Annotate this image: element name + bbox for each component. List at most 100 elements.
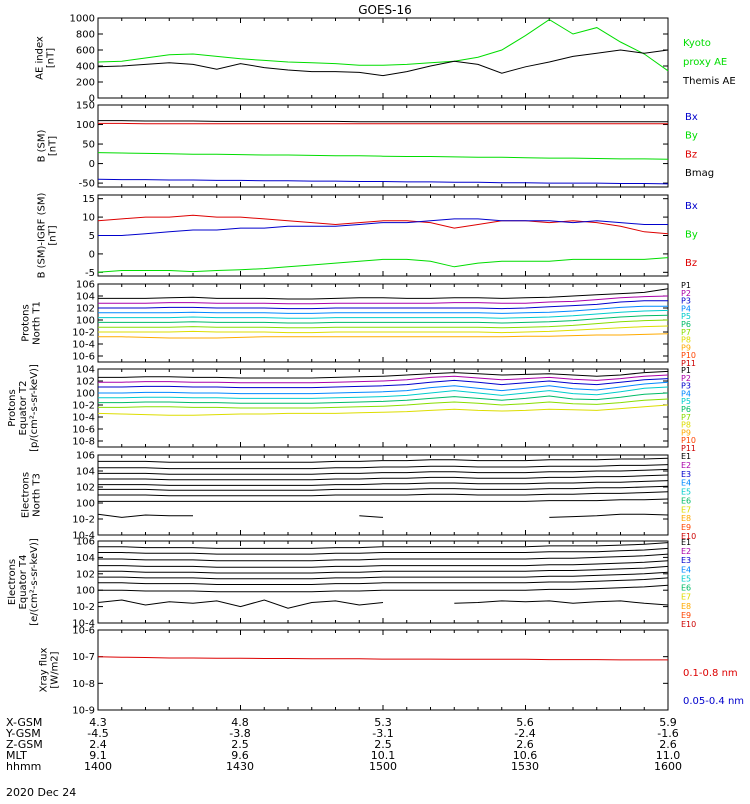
- legend-label-ae: Kyoto: [683, 38, 711, 49]
- series-line-electrons_t3-e10: [98, 514, 193, 517]
- y-tick-label-xray: 10-7: [72, 652, 95, 663]
- legend-label-electrons_t4: E4: [681, 565, 691, 574]
- y-tick-label-protons_t1: 102: [76, 304, 95, 315]
- series-line-bsm_igrf-bx: [98, 219, 668, 236]
- series-line-electrons_t4-e7: [98, 578, 668, 585]
- y-axis-label-protons_t2: Protons: [7, 389, 18, 426]
- series-line-electrons_t4-e10: [98, 600, 383, 608]
- legend-label-xray: 0.1-0.8 nm: [683, 668, 738, 679]
- y-axis-label-bsm_igrf: B (SM)-IGRF (SM): [37, 193, 48, 279]
- y-tick-label-bsm: 100: [76, 120, 95, 131]
- y-axis-label-electrons_t4: Electrons: [7, 559, 18, 605]
- bottom-row-label: hhmm: [6, 760, 41, 773]
- y-tick-label-xray: 10-8: [72, 679, 95, 690]
- bottom-axis-value: 1430: [226, 760, 254, 773]
- series-line-electrons_t3-e6: [98, 486, 668, 490]
- series-line-electrons_t4-e4: [98, 561, 668, 568]
- y-tick-label-electrons_t4: 106: [76, 537, 95, 548]
- series-line-protons_t1-p9: [98, 334, 668, 338]
- panel-frame-xray: [98, 630, 668, 710]
- y-tick-label-bsm_igrf: -5: [85, 268, 95, 279]
- y-tick-label-ae: 800: [76, 30, 95, 41]
- y-tick-label-protons_t2: 10-6: [72, 425, 95, 436]
- y-tick-label-electrons_t3: 106: [76, 451, 95, 462]
- series-line-electrons_t3-e10: [549, 514, 668, 517]
- legend-label-bsm_igrf: Bx: [685, 201, 698, 212]
- legend-label-electrons_t4: E9: [681, 611, 691, 620]
- y-tick-label-electrons_t4: 10-2: [72, 602, 95, 613]
- legend-label-electrons_t3: E5: [681, 488, 691, 497]
- series-line-electrons_t3-e4: [98, 475, 668, 480]
- y-axis-label-electrons_t3: Electrons: [21, 472, 32, 518]
- legend-label-bsm: By: [685, 131, 698, 142]
- series-line-xray-0-1-0-8-nm: [98, 657, 668, 660]
- y-tick-label-bsm_igrf: 5: [89, 231, 95, 242]
- y-axis-label-protons_t1: North T1: [32, 301, 43, 345]
- y-tick-label-protons_t2: 10-4: [72, 413, 95, 424]
- date-label: 2020 Dec 24: [6, 786, 76, 799]
- y-tick-label-protons_t1: 106: [76, 280, 95, 291]
- y-tick-label-bsm: 0: [89, 159, 95, 170]
- y-axis-label-ae: AE index: [35, 36, 46, 80]
- legend-label-electrons_t3: E4: [681, 479, 691, 488]
- y-tick-label-bsm_igrf: 0: [89, 249, 95, 260]
- series-line-ae-kyoto-proxy-ae: [98, 20, 668, 71]
- legend-label-electrons_t4: E2: [681, 547, 691, 556]
- y-axis-label-protons_t2: Equator T2: [18, 381, 29, 436]
- y-axis-label-electrons_t3: North T3: [32, 473, 43, 517]
- legend-label-electrons_t3: E3: [681, 470, 691, 479]
- series-line-electrons_t3-e2: [98, 465, 668, 469]
- y-axis-label-xray: Xray flux: [39, 648, 50, 693]
- y-tick-label-electrons_t4: 104: [76, 553, 95, 564]
- bottom-axis-value: 1600: [654, 760, 682, 773]
- legend-label-ae: proxy AE: [683, 57, 727, 68]
- y-tick-label-electrons_t3: 104: [76, 467, 95, 478]
- y-tick-label-ae: 600: [76, 46, 95, 57]
- legend-label-electrons_t3: E6: [681, 496, 691, 505]
- y-tick-label-bsm: 50: [82, 140, 95, 151]
- legend-label-bsm: Bmag: [685, 168, 714, 179]
- y-tick-label-protons_t1: 10-2: [72, 328, 95, 339]
- y-tick-label-bsm: -50: [79, 179, 95, 190]
- series-line-electrons_t4-e10: [454, 601, 668, 605]
- series-line-electrons_t4-e8: [98, 585, 668, 592]
- legend-label-electrons_t4: E7: [681, 593, 691, 602]
- legend-label-ae: Themis AE: [682, 76, 736, 87]
- y-tick-label-electrons_t3: 10-2: [72, 515, 95, 526]
- y-tick-label-protons_t1: 10-6: [72, 352, 95, 363]
- y-axis-label-ae: [nT]: [46, 48, 57, 68]
- series-line-electrons_t4-e2: [98, 548, 668, 554]
- series-line-electrons_t3-e8: [98, 499, 668, 501]
- legend-label-bsm: Bz: [685, 149, 697, 160]
- bottom-axis-value: 1500: [369, 760, 397, 773]
- y-tick-label-xray: 10-6: [72, 626, 95, 637]
- y-tick-label-protons_t2: 102: [76, 377, 95, 388]
- plot-title: GOES-16: [358, 3, 412, 17]
- y-tick-label-protons_t1: 104: [76, 292, 95, 303]
- y-tick-label-protons_t2: 10-2: [72, 401, 95, 412]
- legend-label-electrons_t4: E1: [681, 538, 691, 547]
- series-line-protons_t1-p7: [98, 320, 668, 328]
- series-line-protons_t1-p1: [98, 289, 668, 299]
- legend-label-electrons_t4: E6: [681, 584, 691, 593]
- y-tick-label-electrons_t4: 102: [76, 569, 95, 580]
- y-tick-label-protons_t1: 100: [76, 316, 95, 327]
- y-axis-label-electrons_t4: Equator T4: [18, 555, 29, 610]
- legend-label-xray: 0.05-0.4 nm: [683, 696, 744, 707]
- series-line-protons_t1-p3: [98, 301, 668, 309]
- bottom-axis-value: 1400: [84, 760, 112, 773]
- y-tick-label-protons_t2: 100: [76, 389, 95, 400]
- series-line-electrons_t3-e10: [359, 516, 383, 518]
- y-tick-label-protons_t2: 10-8: [72, 437, 95, 448]
- legend-label-electrons_t3: E2: [681, 461, 691, 470]
- legend-label-bsm_igrf: Bz: [685, 258, 697, 269]
- y-tick-label-protons_t1: 10-4: [72, 340, 95, 351]
- y-tick-label-ae: 200: [76, 78, 95, 89]
- legend-label-electrons_t4: E5: [681, 574, 691, 583]
- y-axis-label-bsm: B (SM): [37, 129, 48, 162]
- y-axis-label-bsm: [nT]: [48, 136, 59, 156]
- bottom-axis-value: 1530: [511, 760, 539, 773]
- legend-label-electrons_t3: E8: [681, 514, 691, 523]
- panel-frame-bsm_igrf: [98, 195, 668, 276]
